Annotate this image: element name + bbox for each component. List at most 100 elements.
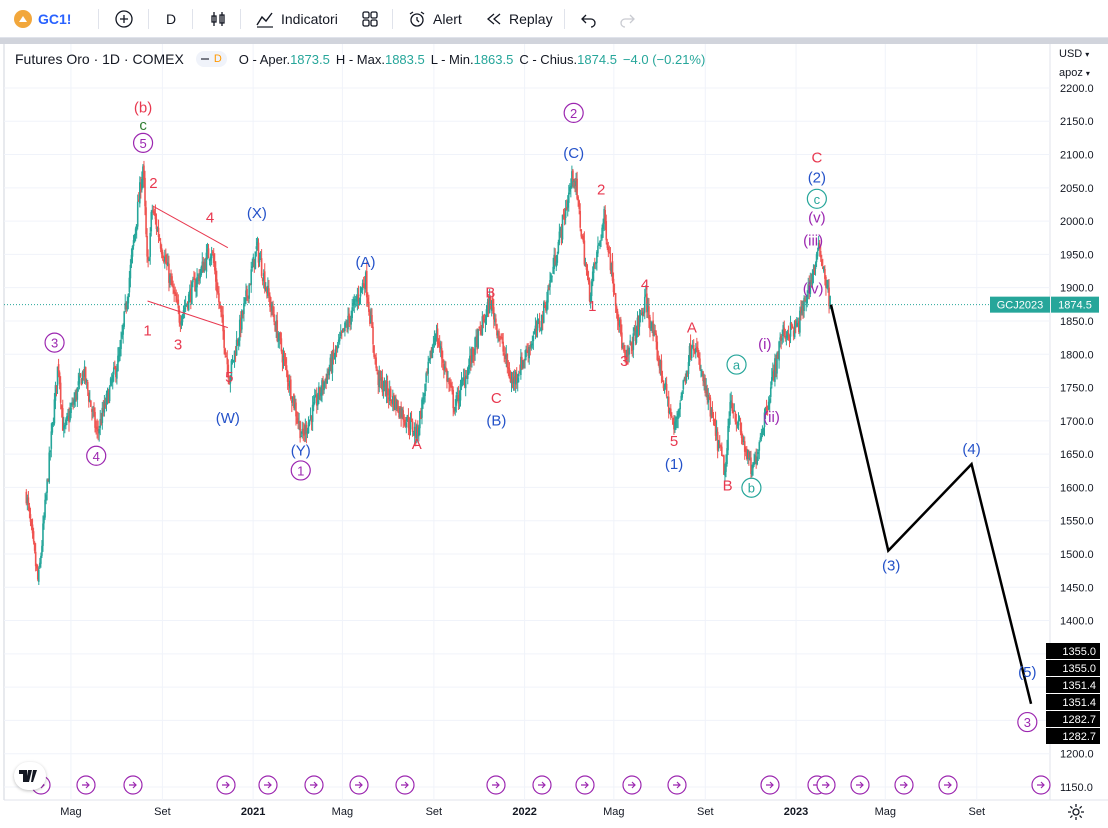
wave-label[interactable]: 1 — [297, 463, 304, 478]
price-tick-label: 2100.0 — [1060, 150, 1094, 162]
wave-label[interactable]: (i) — [758, 336, 771, 353]
instrument-title[interactable]: Futures Oro · 1D · COMEX — [15, 51, 184, 67]
wave-label[interactable]: b — [748, 481, 755, 496]
add-symbol-button[interactable] — [114, 0, 134, 38]
wave-label[interactable]: A — [412, 436, 422, 453]
currency-selector[interactable]: USD ▾ — [1059, 48, 1089, 60]
trend-line-upper[interactable] — [153, 206, 229, 249]
market-status-badge[interactable]: D — [195, 51, 227, 67]
alert-button[interactable]: Alert — [407, 0, 462, 38]
wave-label[interactable]: (2) — [808, 169, 826, 186]
wave-label[interactable]: 3 — [51, 336, 58, 351]
projection-path[interactable] — [829, 304, 1033, 705]
undo-button[interactable] — [580, 0, 598, 38]
wave-label[interactable]: (ii) — [763, 409, 780, 426]
wave-label[interactable]: c — [139, 117, 147, 134]
wave-label[interactable]: 1 — [588, 298, 596, 315]
wave-label[interactable]: 1 — [143, 323, 151, 340]
price-label-text: 1282.7 — [1062, 731, 1096, 743]
wave-label[interactable]: B — [485, 285, 495, 302]
change-value: −4.0 (−0.21%) — [622, 51, 706, 67]
wave-label[interactable]: 2 — [597, 181, 605, 198]
alarm-clock-icon — [409, 11, 425, 27]
date-tick-label: Set — [969, 806, 986, 818]
wave-label[interactable]: C — [491, 390, 502, 407]
replay-label: Replay — [509, 11, 553, 27]
wave-label[interactable]: B — [723, 478, 733, 495]
wave-label[interactable]: 3 — [174, 337, 182, 354]
wave-label[interactable]: (Y) — [291, 442, 311, 459]
wave-label-circle — [1017, 711, 1038, 733]
indicators-label: Indicatori — [281, 11, 338, 27]
wave-label[interactable]: 4 — [641, 277, 649, 294]
wave-label-circle — [44, 332, 65, 353]
event-arrow-icon — [673, 781, 681, 789]
alert-label: Alert — [433, 11, 462, 27]
scale-mode-selector[interactable]: apoz ▾ — [1059, 67, 1090, 79]
redo-button[interactable] — [618, 0, 636, 38]
wave-label[interactable]: 3 — [1024, 715, 1031, 730]
current-price-tag[interactable] — [1051, 296, 1099, 313]
price-tick-label: 1650.0 — [1060, 449, 1094, 461]
event-arrow-icon — [129, 781, 137, 789]
wave-label[interactable]: a — [733, 358, 741, 373]
symbol-tag[interactable] — [990, 296, 1050, 313]
wave-label[interactable]: 5 — [225, 369, 233, 386]
wave-label[interactable]: (iii) — [803, 233, 823, 250]
indicators-button[interactable]: Indicatori — [255, 0, 338, 38]
wave-label[interactable]: 3 — [620, 353, 628, 370]
wave-label[interactable]: (C) — [563, 145, 584, 162]
wave-label-circle — [806, 188, 827, 209]
price-tick-label: 2200.0 — [1060, 83, 1094, 95]
scale-mode-label: apoz — [1059, 67, 1083, 79]
wave-label[interactable]: (W) — [216, 410, 240, 427]
layouts-button[interactable] — [360, 0, 380, 38]
wave-label[interactable]: 4 — [206, 209, 214, 226]
date-tick-label: Set — [426, 806, 443, 818]
interval-label: D — [166, 11, 177, 27]
replay-button[interactable]: Replay — [485, 0, 553, 38]
tradingview-logo[interactable] — [14, 762, 46, 790]
chevron-down-icon: ▾ — [1085, 50, 1090, 59]
wave-label[interactable]: C — [811, 150, 822, 167]
wave-label[interactable]: 5 — [670, 433, 678, 450]
price-tick-label: 1200.0 — [1060, 749, 1094, 761]
price-label-box — [1046, 711, 1100, 727]
market-closed-icon — [200, 58, 209, 60]
symbol-search[interactable]: GC1! — [14, 0, 71, 38]
wave-label[interactable]: 2 — [570, 106, 577, 121]
low-value: 1863.5 — [473, 51, 514, 67]
settings-button[interactable] — [1067, 803, 1085, 826]
close-value: 1874.5 — [577, 51, 617, 67]
chevron-down-icon: ▾ — [1085, 69, 1090, 78]
wave-label[interactable]: (X) — [247, 205, 267, 222]
wave-label[interactable]: (4) — [962, 441, 980, 458]
wave-label[interactable]: A — [687, 319, 697, 336]
wave-label[interactable]: (5) — [1018, 664, 1036, 681]
wave-label[interactable]: (b) — [134, 100, 152, 117]
wave-label[interactable]: (A) — [355, 254, 375, 271]
price-tick-label: 2050.0 — [1060, 183, 1094, 195]
wave-label[interactable]: 4 — [93, 449, 100, 464]
wave-label[interactable]: c — [814, 192, 821, 207]
price-tick-label: 1850.0 — [1060, 316, 1094, 328]
wave-label[interactable]: (iv) — [803, 281, 824, 298]
chart-type-button[interactable] — [208, 0, 228, 38]
badge-label: D — [213, 53, 222, 65]
wave-label[interactable]: (v) — [808, 209, 826, 226]
interval-button[interactable]: D — [166, 0, 176, 38]
event-arrow-icon — [538, 781, 546, 789]
wave-label[interactable]: 2 — [149, 175, 157, 192]
wave-label[interactable]: (1) — [665, 456, 683, 473]
price-tick-label: 1950.0 — [1060, 249, 1094, 261]
date-tick-label: 2022 — [512, 806, 536, 818]
redo-icon — [620, 14, 635, 28]
price-tick-label: 2000.0 — [1060, 216, 1094, 228]
event-arrow-icon — [944, 781, 952, 789]
trend-line-lower[interactable] — [147, 300, 229, 329]
wave-label[interactable]: 5 — [139, 136, 146, 151]
wave-label[interactable]: (B) — [486, 412, 506, 429]
event-arrow-icon — [1037, 781, 1045, 789]
wave-label[interactable]: (3) — [882, 558, 900, 575]
